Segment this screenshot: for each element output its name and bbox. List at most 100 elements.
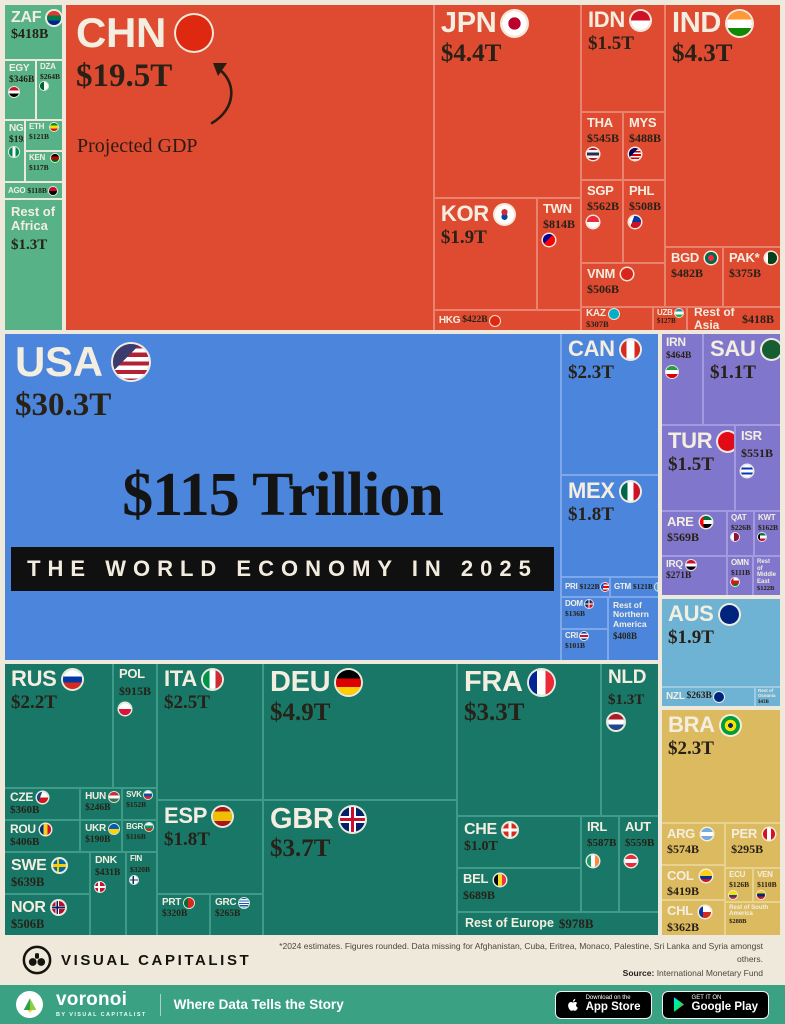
prt-code: PRT [162,897,182,909]
aut-flag-icon [625,854,637,867]
nga-flag-icon [9,147,19,158]
col-header: COL [667,869,719,883]
cze-code: CZE [10,790,34,804]
rou-value: $406B [10,836,40,849]
africa-row-3: NGA $195B ETH $121B KEN $117B [5,121,62,181]
eth-flag-icon [50,123,59,131]
bgr-code: BGR [126,822,143,832]
deu-code: DEU [270,666,331,698]
hkg-flag-icon [489,315,500,326]
tile-rou: ROU $406B [5,821,80,851]
cze-rou-col: CZE $360B ROU $406B [5,789,80,851]
kwt-flag-icon [758,533,766,542]
bgd-flag-icon [705,252,717,265]
twn-code: TWN [543,201,572,216]
fra-code: FRA [464,666,523,698]
japan-column: JPN $4.4T KOR $1.9T TWN $814B HKG $422B [434,5,580,330]
ecu-ven-row: ECU $126B VEN $110B [726,869,780,901]
chn-flag-icon [176,14,213,51]
che-header: CHE [464,821,574,838]
hun-header: HUN [85,792,119,802]
jpn-code: JPN [440,7,497,39]
esp-flag-icon [213,806,233,826]
tile-svk: SVK $152B [123,789,156,819]
prt-header: PRT [162,898,205,908]
mex-header: MEX [568,480,652,502]
chart-title: $115 Trillion [122,461,444,529]
appbar: voronoi BY VISUAL CAPITALIST Where Data … [0,985,785,1024]
pri-value: $122B [579,582,600,592]
nzl-code: NZL [666,691,685,703]
fra-header: FRA [464,666,594,698]
sgp-code: SGP [587,183,614,198]
tile-rus: RUS $2.2T [5,664,112,787]
per-flag-icon [763,828,775,841]
uzb-code: UZB [657,308,673,318]
rus-flag-icon [62,669,82,689]
tile-can: CAN $2.3T [562,334,658,474]
gtm-value: $121B [632,582,653,592]
col-value: $419B [667,884,700,899]
tile-rest-of-northern-america: Rest of Northern America $408B [609,598,658,660]
rest-oceania-value: $43B [758,699,769,705]
dnk-code: DNK [95,854,117,866]
tile-fra: FRA $3.3T [458,664,600,815]
tile-aus: AUS $1.9T [662,599,780,686]
svk-flag-icon [143,791,152,799]
irn-code: IRN [666,335,686,349]
sgp-value: $562B [587,199,620,214]
pak-code: PAK* [729,250,760,265]
can-value: $2.3T [568,361,614,383]
tile-rest-of-oceania: Rest of Oceania $43B [756,688,780,706]
tile-ecu: ECU $126B [726,869,753,901]
hun-ukr-col: HUN $246B UKR $190B [81,789,122,851]
app-store-bottom: App Store [585,1001,641,1014]
france-column: FRA $3.3T NLD $1.3T CHE $1.0T BEL [458,664,658,935]
source-value: International Monetary Fund [656,967,763,978]
bgd-value: $482B [671,266,704,281]
google-play-icon [673,997,684,1012]
region-africa: ZAF $418B EGY $346B DZA $264B NGA $195B [5,5,62,330]
mys-code: MYS [629,115,657,130]
idn-flag-icon [631,10,650,30]
tile-che: CHE $1.0T [458,817,580,868]
ukr-value: $190B [85,835,111,845]
che-bel-irl-aut-row: CHE $1.0T BEL $689B IRL $587B AUT $559B [458,817,658,911]
swe-nor-col: SWE $639B NOR $506B [5,853,89,935]
mex-flag-icon [620,481,640,501]
ken-flag-icon [51,154,59,162]
fin-flag-icon [130,876,138,885]
bel-header: BEL [463,872,575,886]
svk-bgr-col: SVK $152B BGR $116B [123,789,156,851]
col-flag-icon [699,870,712,883]
tile-ukr: UKR $190B [81,821,122,851]
central-europe-row: CZE $360B ROU $406B HUN $246B UKR [5,789,156,851]
tile-nzl: NZL $263B [662,688,754,706]
pol-code: POL [119,666,145,681]
gbr-value: $3.7T [270,835,331,863]
deu-flag-icon [336,670,362,696]
svk-value: $152B [126,800,147,809]
tile-twn: TWN $814B [538,199,580,309]
rest-europe-value: $978B [558,916,594,932]
google-play-badge[interactable]: GET IT ON Google Play [661,990,769,1019]
bgr-value: $116B [126,832,146,841]
rest-na-value: $408B [613,631,638,642]
bgd-header: BGD [671,251,717,265]
bra-code: BRA [668,712,715,737]
sau-flag-icon [761,339,780,359]
dza-code: DZA [40,62,56,71]
eth-code: ETH [29,122,45,132]
tile-ken: KEN $117B [26,152,62,181]
rest-africa-value: $1.3T [11,236,48,253]
nld-value: $1.3T [608,692,645,709]
fra-nld-row: FRA $3.3T NLD $1.3T [458,664,658,815]
eth-ken-col: ETH $121B KEN $117B [26,121,62,181]
nor-code: NOR [11,899,46,916]
esp-value: $1.8T [164,828,210,850]
idn-column: IDN $1.5T THA $545B MYS $488B [582,5,664,306]
region-europe: RUS $2.2T POL $915B CZE $360B ROU [5,664,658,935]
vnm-header: VNM [587,267,659,280]
app-store-badge[interactable]: Download on the App Store [554,990,652,1019]
